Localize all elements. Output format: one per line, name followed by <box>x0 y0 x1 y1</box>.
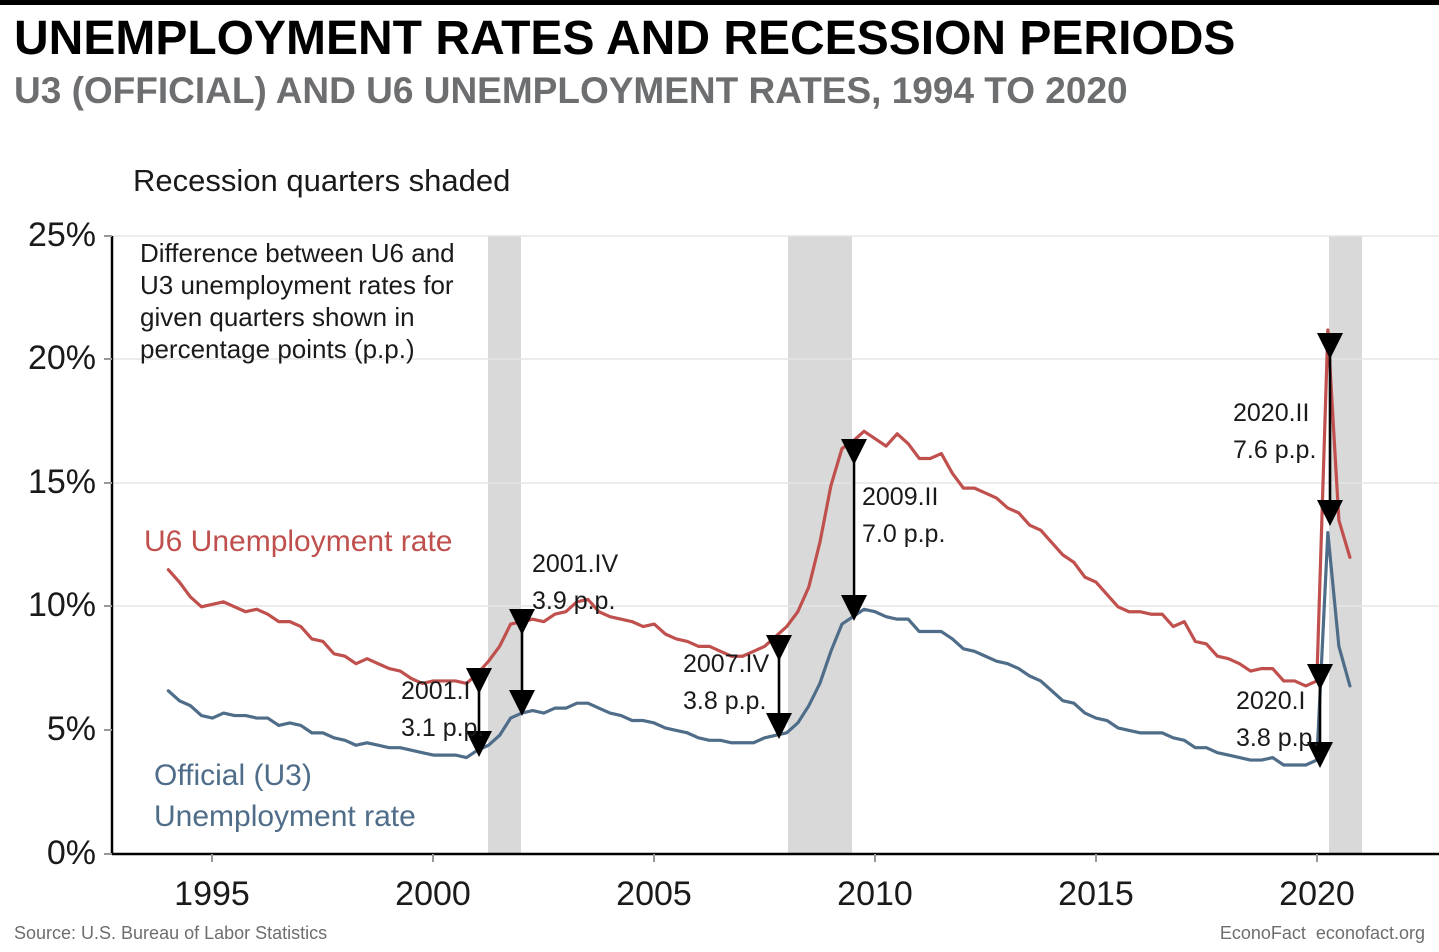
svg-text:7.6 p.p.: 7.6 p.p. <box>1233 436 1316 464</box>
svg-text:2001.IV: 2001.IV <box>532 550 619 578</box>
svg-text:25%: 25% <box>28 216 96 254</box>
svg-text:2020.I: 2020.I <box>1236 687 1306 715</box>
svg-text:Unemployment rate: Unemployment rate <box>154 800 416 833</box>
svg-text:3.8 p.p.: 3.8 p.p. <box>1236 724 1319 752</box>
svg-text:2001.I: 2001.I <box>401 677 471 705</box>
svg-text:2020.II: 2020.II <box>1233 399 1309 427</box>
svg-text:Official (U3): Official (U3) <box>154 759 312 792</box>
svg-text:U3 unemployment rates for: U3 unemployment rates for <box>140 270 454 300</box>
svg-text:5%: 5% <box>47 710 96 748</box>
svg-text:1995: 1995 <box>174 875 250 913</box>
svg-text:2007.IV: 2007.IV <box>683 650 770 678</box>
svg-text:15%: 15% <box>28 463 96 501</box>
svg-text:2010: 2010 <box>837 875 913 913</box>
svg-text:2005: 2005 <box>616 875 692 913</box>
svg-text:U6 Unemployment rate: U6 Unemployment rate <box>144 525 452 558</box>
svg-text:2015: 2015 <box>1058 875 1134 913</box>
svg-text:given quarters shown in: given quarters shown in <box>140 302 415 332</box>
svg-text:0%: 0% <box>47 834 96 872</box>
svg-text:7.0 p.p.: 7.0 p.p. <box>862 520 945 548</box>
svg-text:3.9 p.p.: 3.9 p.p. <box>532 587 615 615</box>
svg-text:2020: 2020 <box>1279 875 1355 913</box>
svg-text:Difference between U6 and: Difference between U6 and <box>140 238 455 268</box>
svg-text:3.1 p.p.: 3.1 p.p. <box>401 714 484 742</box>
svg-text:2009.II: 2009.II <box>862 483 938 511</box>
svg-text:3.8 p.p.: 3.8 p.p. <box>683 687 766 715</box>
svg-text:2000: 2000 <box>395 875 471 913</box>
svg-text:10%: 10% <box>28 586 96 624</box>
svg-text:20%: 20% <box>28 339 96 377</box>
svg-text:percentage points (p.p.): percentage points (p.p.) <box>140 334 415 364</box>
